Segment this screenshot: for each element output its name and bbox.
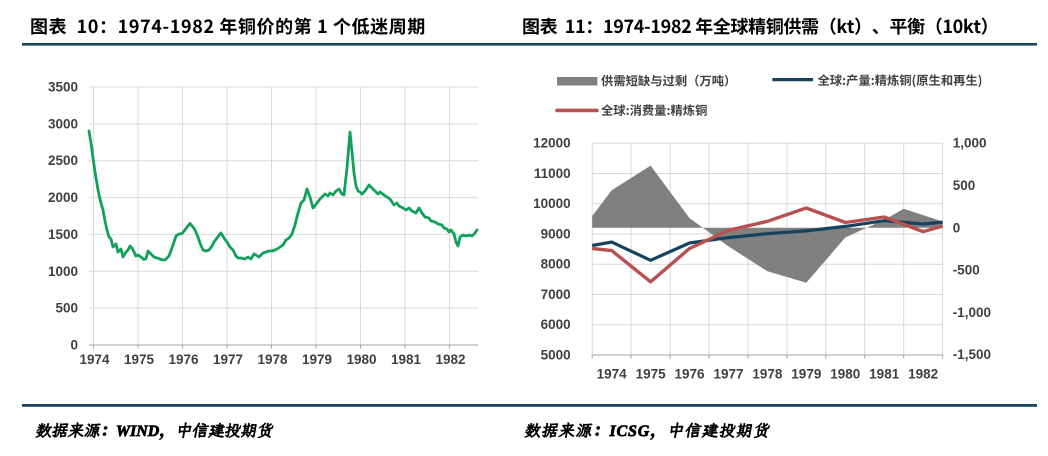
svg-text:3000: 3000 (48, 116, 78, 131)
svg-text:1977: 1977 (713, 367, 743, 382)
svg-text:1975: 1975 (636, 367, 667, 382)
svg-text:1980: 1980 (830, 367, 860, 382)
svg-text:2000: 2000 (48, 190, 78, 205)
svg-text:12000: 12000 (533, 136, 571, 151)
svg-text:1977: 1977 (213, 352, 243, 367)
svg-text:0: 0 (70, 338, 78, 353)
svg-text:1000: 1000 (48, 264, 78, 279)
svg-text:2500: 2500 (48, 153, 78, 168)
svg-text:1978: 1978 (257, 352, 288, 367)
svg-text:1981: 1981 (391, 352, 422, 367)
svg-text:500: 500 (55, 301, 78, 316)
svg-text:3500: 3500 (48, 80, 78, 95)
svg-text:11000: 11000 (534, 166, 571, 181)
svg-text:1979: 1979 (791, 367, 821, 382)
svg-text:1976: 1976 (675, 367, 706, 382)
svg-text:8000: 8000 (541, 257, 571, 272)
svg-text:6000: 6000 (541, 317, 571, 332)
svg-text:1974: 1974 (79, 352, 110, 367)
svg-text:1500: 1500 (48, 227, 78, 242)
svg-text:-500: -500 (953, 263, 980, 278)
svg-text:1982: 1982 (435, 352, 465, 367)
svg-text:1982: 1982 (908, 367, 938, 382)
svg-text:1,000: 1,000 (953, 136, 987, 151)
svg-text:1980: 1980 (346, 352, 376, 367)
svg-text:-1,000: -1,000 (953, 305, 991, 320)
svg-text:1974: 1974 (597, 367, 628, 382)
svg-text:1981: 1981 (869, 367, 900, 382)
svg-text:7000: 7000 (541, 287, 571, 302)
svg-text:1976: 1976 (168, 352, 199, 367)
svg-text:0: 0 (953, 220, 961, 235)
svg-text:10000: 10000 (533, 196, 571, 211)
svg-text:5000: 5000 (541, 348, 571, 363)
svg-text:9000: 9000 (541, 227, 571, 242)
svg-text:1975: 1975 (124, 352, 155, 367)
svg-text:1979: 1979 (302, 352, 332, 367)
svg-text:-1,500: -1,500 (953, 347, 991, 362)
svg-text:500: 500 (953, 178, 976, 193)
svg-text:1978: 1978 (752, 367, 783, 382)
